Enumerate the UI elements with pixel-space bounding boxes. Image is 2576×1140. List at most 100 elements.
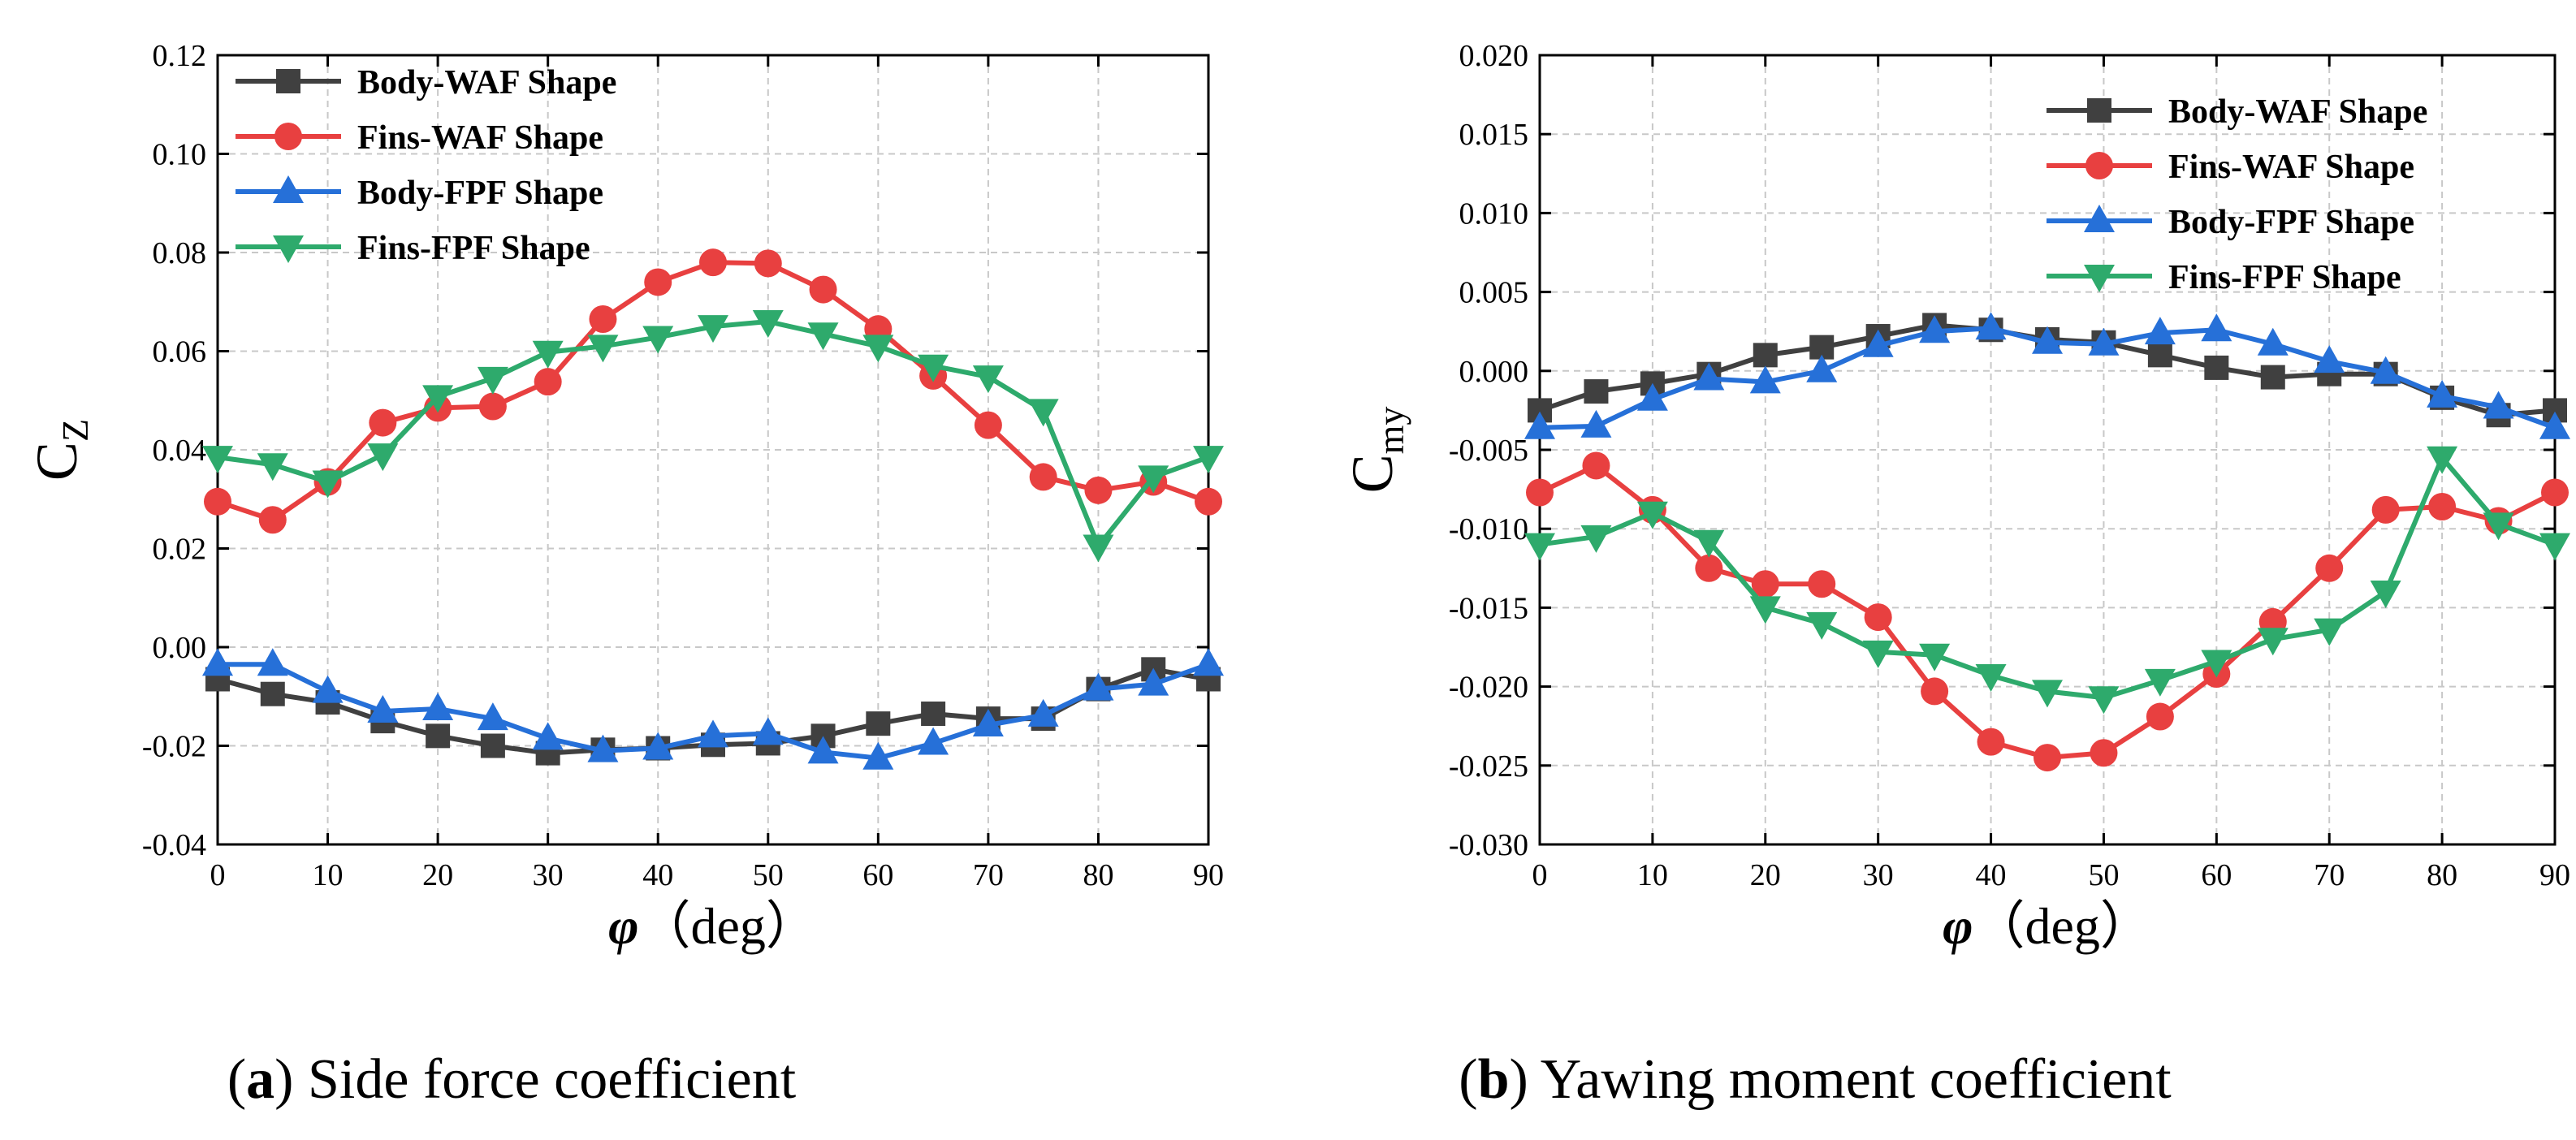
data-point <box>1749 596 1781 624</box>
data-point <box>752 717 784 745</box>
data-point <box>1636 382 1668 411</box>
data-point <box>532 340 564 369</box>
x-tick-label: 90 <box>1193 858 1224 892</box>
data-point <box>2032 680 2063 708</box>
data-point <box>2144 668 2176 697</box>
data-point <box>1193 648 1224 676</box>
data-point <box>1636 501 1668 529</box>
data-point <box>1808 570 1836 598</box>
y-tick-label: 0.000 <box>1459 355 1529 389</box>
data-point <box>426 723 451 749</box>
y-tick-label: -0.015 <box>1449 591 1528 625</box>
data-point <box>2257 628 2289 656</box>
caption-b-letter: b <box>1478 1048 1510 1111</box>
x-axis-symbol: φ <box>608 897 638 955</box>
data-point <box>1582 451 1610 480</box>
data-point <box>1524 533 1555 561</box>
series-body-waf-shape <box>205 657 1221 766</box>
x-tick-label: 0 <box>210 858 226 892</box>
data-point <box>2314 345 2345 374</box>
data-point <box>312 470 344 499</box>
data-point <box>2370 356 2401 384</box>
legend-label: Body-WAF Shape <box>357 64 616 101</box>
data-point <box>862 335 894 363</box>
data-point <box>918 354 949 382</box>
data-point <box>866 711 891 736</box>
legend-marker <box>273 235 304 263</box>
x-tick-label: 50 <box>753 858 784 892</box>
legend-marker <box>2084 205 2115 232</box>
series-fins-fpf-shape <box>202 310 1224 563</box>
data-point <box>1526 478 1554 507</box>
series-body-fpf-shape <box>202 648 1224 770</box>
y-tick-label: -0.02 <box>142 730 206 764</box>
legend-label: Body-WAF Shape <box>2168 93 2427 131</box>
caption-b-text: Yawing moment coefficient <box>1541 1048 2172 1111</box>
data-point <box>644 268 672 296</box>
caption-a-letter: a <box>246 1048 274 1111</box>
data-point <box>422 692 454 720</box>
data-point <box>2260 365 2285 390</box>
caption-a: (a) Side force coefficient <box>227 1048 797 1111</box>
data-point <box>1806 354 1838 382</box>
data-point <box>2204 355 2229 380</box>
legend-label: Fins-WAF Shape <box>2168 149 2414 186</box>
data-point <box>1580 409 1612 438</box>
x-tick-label: 20 <box>422 858 453 892</box>
data-point <box>1919 643 1951 671</box>
data-point <box>1919 315 1951 343</box>
data-point <box>642 732 674 760</box>
data-point <box>972 708 1004 736</box>
data-point <box>1695 554 1723 582</box>
data-point <box>1083 534 1114 563</box>
data-point <box>862 741 894 770</box>
data-point <box>974 411 1002 439</box>
data-point <box>1193 446 1224 474</box>
data-point <box>2034 744 2061 772</box>
data-point <box>2314 618 2345 646</box>
y-tick-label: -0.04 <box>142 828 206 862</box>
data-point <box>422 385 454 413</box>
series-line <box>1539 455 2557 701</box>
y-tick-label: 0.00 <box>153 631 207 665</box>
y-tick-label: 0.010 <box>1459 196 1529 231</box>
data-point <box>367 694 399 723</box>
data-point <box>1195 487 1222 516</box>
series-body-fpf-shape <box>1524 312 2570 439</box>
y-tick-label: 0.12 <box>153 39 207 73</box>
data-point <box>1693 362 1725 391</box>
yawing-moment-panel: 0 10 20 30 40 50 60 70 80 90 -0.030 -0.025 -0.020 -0.… <box>1340 39 2570 955</box>
series-fins-fpf-shape <box>1524 446 2570 715</box>
y-axis-title: CZ <box>24 419 96 481</box>
data-point <box>480 733 505 758</box>
legend-marker <box>274 123 302 150</box>
legend-marker <box>2085 152 2113 179</box>
data-point <box>2146 702 2174 731</box>
legend-label: Fins-FPF Shape <box>357 230 590 267</box>
data-point <box>2147 343 2172 368</box>
y-tick-label: 0.06 <box>153 335 207 369</box>
data-point <box>258 506 287 534</box>
data-point <box>752 310 784 339</box>
series-fins-waf-shape <box>204 248 1222 534</box>
data-point <box>1753 343 1778 368</box>
legend-marker <box>2084 265 2115 292</box>
legend-label: Body-FPF Shape <box>357 175 603 212</box>
data-point <box>1977 728 2005 756</box>
data-point <box>202 446 233 474</box>
data-point <box>1693 529 1725 558</box>
data-point <box>1975 663 2007 692</box>
data-point <box>589 305 617 334</box>
data-point <box>2539 533 2570 561</box>
data-point <box>477 702 508 731</box>
data-point <box>972 365 1004 394</box>
data-point <box>1138 465 1169 494</box>
data-point <box>1864 603 1892 632</box>
legend-label: Fins-WAF Shape <box>357 119 603 157</box>
x-axis-unit: （deg） <box>1973 897 2152 955</box>
data-point <box>2427 379 2458 408</box>
y-axis-sub: Z <box>54 419 96 442</box>
x-axis-title: φ（deg） <box>608 897 818 955</box>
legend-label: Fins-FPF Shape <box>2168 259 2401 296</box>
data-point <box>2032 326 2063 354</box>
